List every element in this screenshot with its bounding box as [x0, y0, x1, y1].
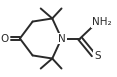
- Text: NH₂: NH₂: [92, 17, 111, 27]
- Text: S: S: [94, 51, 101, 61]
- Text: O: O: [1, 33, 9, 44]
- Text: N: N: [58, 33, 66, 44]
